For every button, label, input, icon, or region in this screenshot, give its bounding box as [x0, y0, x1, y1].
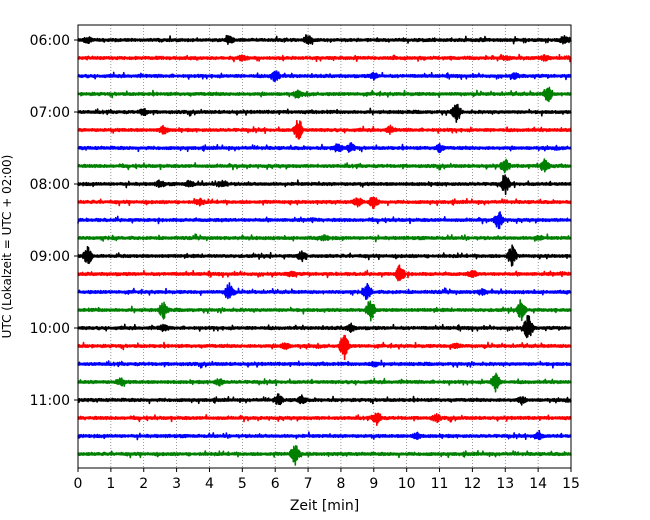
trace-1100 [77, 393, 572, 406]
trace-0945 [77, 299, 572, 322]
trace-0630 [77, 70, 572, 83]
trace-0845 [77, 233, 572, 243]
x-tick-label: 6 [271, 476, 280, 492]
x-tick-label: 5 [238, 476, 247, 492]
x-tick-label: 15 [562, 476, 580, 492]
trace-0730 [77, 142, 572, 154]
trace-1130 [77, 429, 572, 441]
trace-0600 [77, 34, 572, 46]
trace-1000 [77, 314, 572, 339]
y-tick-label: 08:00 [30, 177, 70, 193]
trace-1030 [77, 359, 572, 369]
trace-0745 [77, 158, 572, 174]
x-tick-label: 13 [496, 476, 514, 492]
trace-0900 [77, 244, 572, 267]
x-tick-label: 11 [431, 476, 449, 492]
trace-0830 [77, 211, 572, 230]
trace-1145 [77, 444, 572, 466]
x-tick-label: 0 [74, 476, 83, 492]
x-axis-label: Zeit [min] [290, 498, 359, 514]
trace-1045 [77, 372, 572, 393]
axis-ticks: 0 1 2 3 4 5 6 7 8 9 10 11 12 13 14 1506:0007:0008:0009:… [30, 33, 580, 492]
x-tick-label: 8 [336, 476, 345, 492]
y-tick-label: 11:00 [30, 393, 70, 409]
x-tick-label: 7 [304, 476, 313, 492]
trace-0715 [77, 119, 572, 140]
y-axis-label: UTC (Lokalzeit = UTC + 02:00) [0, 155, 14, 339]
y-tick-label: 07:00 [30, 105, 70, 121]
x-tick-label: 9 [369, 476, 378, 492]
y-tick-label: 10:00 [30, 321, 70, 337]
trace-1015 [77, 334, 572, 361]
trace-0615 [77, 53, 572, 63]
x-tick-label: 4 [205, 476, 214, 492]
trace-layer [77, 34, 572, 466]
y-tick-label: 09:00 [30, 249, 70, 265]
trace-0915 [77, 264, 572, 282]
x-tick-label: 14 [529, 476, 547, 492]
x-tick-label: 2 [139, 476, 148, 492]
trace-0800 [77, 174, 572, 196]
y-tick-label: 06:00 [30, 33, 70, 49]
grid-lines [110, 25, 539, 468]
trace-0815 [77, 196, 572, 210]
trace-0700 [77, 103, 572, 123]
trace-1115 [77, 412, 572, 426]
x-tick-label: 3 [172, 476, 181, 492]
trace-0645 [77, 86, 572, 103]
x-tick-label: 12 [463, 476, 481, 492]
plot-frame [77, 24, 572, 469]
x-tick-label: 1 [106, 476, 115, 492]
trace-0930 [77, 282, 572, 300]
x-tick-label: 10 [398, 476, 416, 492]
